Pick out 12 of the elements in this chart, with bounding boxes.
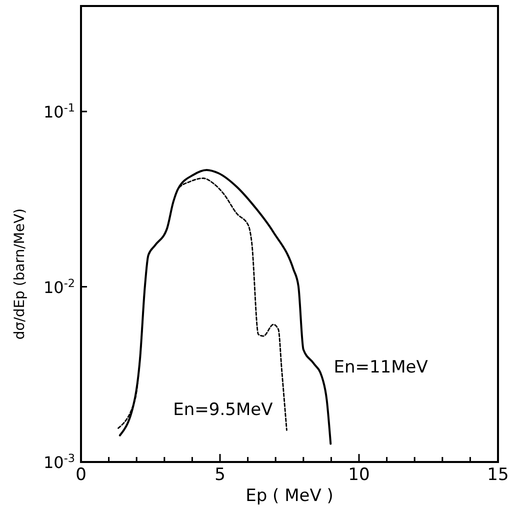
line-series <box>118 168 332 445</box>
y-tick-label: 10$^{-3}$ <box>43 452 75 472</box>
x-axis-title: Ep ( MeV ) <box>246 486 334 506</box>
y-tick-label: 10$^{-1}$ <box>43 101 75 122</box>
y-tick-label: 10$^{-2}$ <box>43 276 75 297</box>
series-label: En=9.5MeV <box>173 400 274 420</box>
series-label: En=11MeV <box>334 357 428 378</box>
x-tick-label: 0 <box>76 465 86 485</box>
x-tick-label: 15 <box>487 465 509 485</box>
y-axis-title: dσ/dEp (barn/MeV) <box>12 208 28 340</box>
x-tick-label: 10 <box>348 465 370 485</box>
x-tick-label: 5 <box>214 465 226 485</box>
